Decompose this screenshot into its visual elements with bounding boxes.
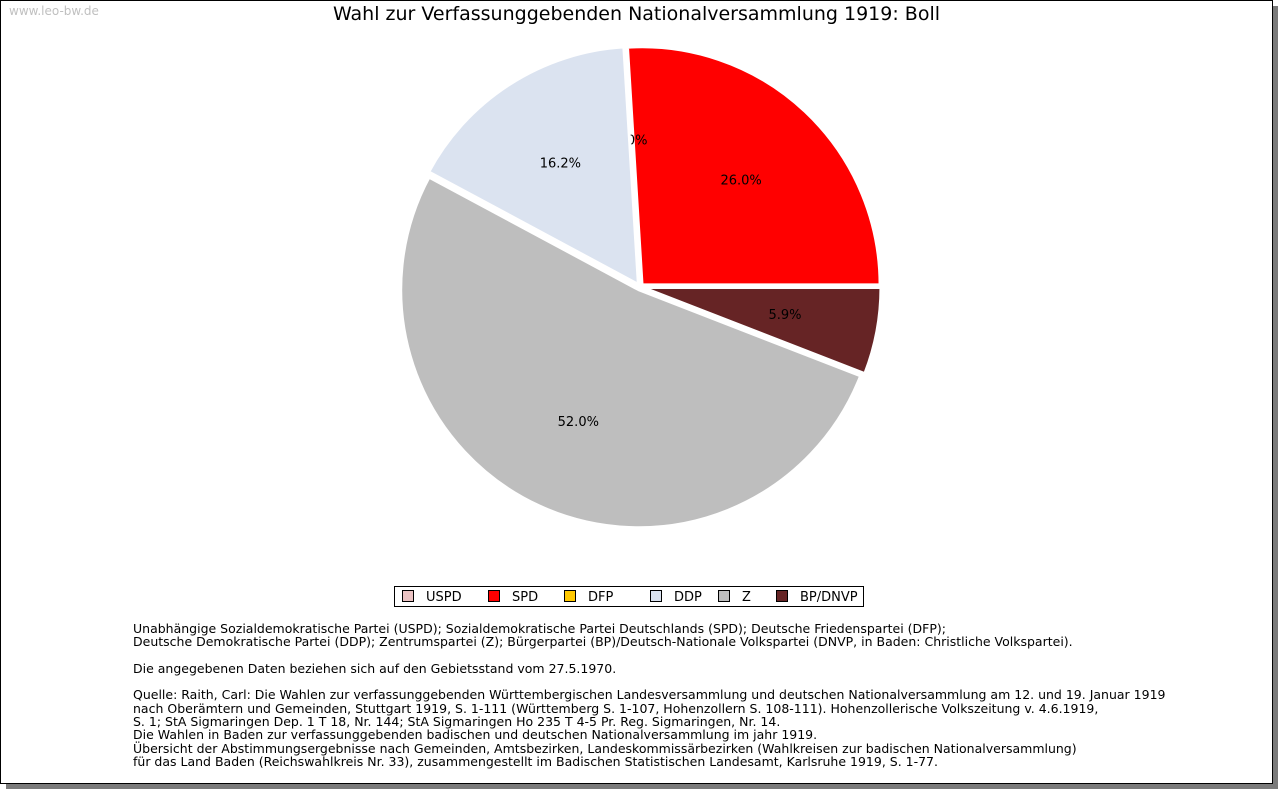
notes-source-line-5: Übersicht der Abstimmungsergebnisse nach…: [133, 740, 1077, 756]
legend-item-spd: SPD: [488, 590, 539, 605]
legend-label-z: Z: [742, 590, 751, 605]
notes-parties-line-2: Deutsche Demokratische Partei (DDP); Zen…: [133, 634, 1073, 650]
notes-parties-line-1: Unabhängige Sozialdemokratische Partei (…: [133, 621, 946, 636]
legend-swatch-dfp: [564, 590, 576, 602]
legend-item-z: Z: [718, 590, 751, 605]
legend-label-bp-dnvp: BP/DNVP: [800, 590, 858, 605]
pie-label-z: 52.0%: [558, 415, 599, 430]
notes-source-line-1: Quelle: Raith, Carl: Die Wahlen zur verf…: [133, 687, 1166, 703]
legend-swatch-z: [718, 590, 730, 602]
legend-swatch-uspd: [402, 590, 414, 602]
pie-label-spd: 26.0%: [720, 174, 761, 189]
notes-source-line-4: Die Wahlen in Baden zur verfassunggebend…: [133, 727, 818, 743]
pie-slice-z: [399, 175, 863, 530]
legend-swatch-ddp: [650, 590, 662, 602]
chart-title: Wahl zur Verfassunggebenden Nationalvers…: [332, 3, 941, 25]
legend-label-spd: SPD: [512, 590, 539, 605]
frame-shadow-right: [1273, 6, 1278, 789]
pie-slice-spd: [625, 45, 882, 287]
notes-source-line-2: nach Oberämtern und Gemeinden, Stuttgart…: [133, 700, 1099, 716]
pie-chart: 0.0%26.0%0.0%16.2%52.0%5.9%: [399, 45, 883, 530]
legend-label-ddp: DDP: [674, 590, 702, 605]
pie-slice-ddp: [427, 45, 640, 286]
notes-source-line-3: S. 1; StA Sigmaringen Dep. 1 T 18, Nr. 1…: [133, 714, 781, 730]
notes: Unabhängige Sozialdemokratische Partei (…: [133, 621, 1233, 769]
watermark: www.leo-bw.de: [9, 4, 99, 18]
legend-item-uspd: USPD: [402, 590, 462, 605]
pie-slice-bp-dnvp: [641, 286, 883, 376]
legend-item-dfp: DFP: [564, 590, 614, 605]
frame-shadow-bottom: [6, 784, 1278, 789]
legend-label-dfp: DFP: [588, 590, 614, 605]
legend-swatch-bp-dnvp: [776, 590, 788, 602]
legend-item-bp-dnvp: BP/DNVP: [776, 590, 858, 605]
pie-label-bp-dnvp: 5.9%: [768, 308, 801, 323]
pie-label-ddp: 16.2%: [540, 157, 581, 172]
notes-territory: Die angegebenen Daten beziehen sich auf …: [133, 660, 617, 676]
legend: USPD SPD DFP DDP Z BP/DNVP: [394, 586, 864, 607]
legend-swatch-spd: [488, 590, 500, 602]
notes-source-line-6: für das Land Baden (Reichswahlkreis Nr. …: [133, 753, 938, 769]
legend-item-ddp: DDP: [650, 590, 702, 605]
legend-label-uspd: USPD: [426, 590, 462, 605]
